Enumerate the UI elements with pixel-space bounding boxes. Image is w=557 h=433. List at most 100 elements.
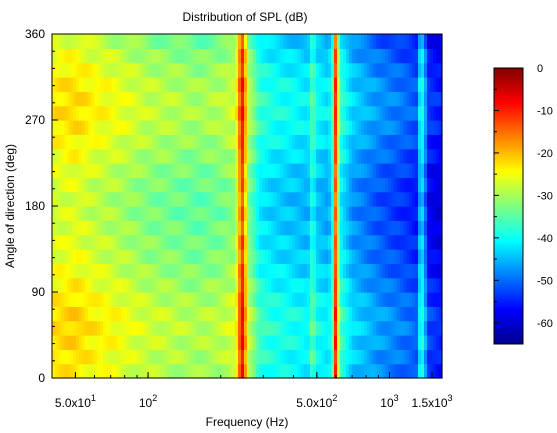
heatmap-cell	[301, 48, 305, 64]
heatmap-cell	[91, 320, 95, 336]
heatmap-cell	[70, 292, 74, 307]
heatmap-cell	[259, 263, 263, 279]
heatmap-cell	[307, 34, 311, 49]
heatmap-cell	[76, 48, 80, 64]
heatmap-cell	[175, 220, 179, 236]
heatmap-cell	[385, 163, 389, 178]
heatmap-cell	[412, 263, 416, 279]
heatmap-cell	[331, 34, 335, 49]
heatmap-cell	[277, 62, 281, 78]
heatmap-cell	[346, 263, 350, 279]
heatmap-cell	[91, 220, 95, 236]
heatmap-cell	[241, 306, 245, 322]
heatmap-cell	[382, 320, 386, 336]
heatmap-cell	[232, 48, 236, 64]
heatmap-cell	[121, 206, 125, 221]
heatmap-cell	[394, 62, 398, 78]
heatmap-cell	[334, 220, 338, 236]
heatmap-cell	[259, 306, 263, 322]
heatmap-cell	[226, 62, 230, 78]
heatmap-cell	[307, 234, 311, 250]
heatmap-cell	[73, 105, 77, 121]
heatmap-cell	[352, 105, 356, 121]
heatmap-cell	[88, 191, 92, 207]
heatmap-cell	[250, 277, 254, 293]
heatmap-cell	[103, 148, 107, 164]
heatmap-cell	[343, 62, 347, 78]
heatmap-cell	[421, 163, 425, 178]
heatmap-cell	[271, 62, 275, 78]
heatmap-cell	[361, 177, 365, 193]
heatmap-cell	[76, 34, 80, 49]
heatmap-cell	[268, 91, 272, 107]
heatmap-cell	[274, 34, 278, 49]
heatmap-cell	[82, 134, 86, 150]
heatmap-cell	[229, 306, 233, 322]
heatmap-cell	[418, 234, 422, 250]
heatmap-cell	[325, 77, 329, 92]
heatmap-cell	[130, 292, 134, 307]
heatmap-cell	[133, 277, 137, 293]
heatmap-cell	[292, 191, 296, 207]
heatmap-cell	[100, 148, 104, 164]
heatmap-cell	[247, 62, 251, 78]
heatmap-cell	[283, 177, 287, 193]
heatmap-cell	[55, 335, 59, 350]
heatmap-cell	[106, 335, 110, 350]
heatmap-cell	[223, 163, 227, 178]
heatmap-cell	[139, 292, 143, 307]
heatmap-cell	[388, 306, 392, 322]
heatmap-cell	[211, 349, 215, 365]
heatmap-cell	[223, 277, 227, 293]
heatmap-cell	[427, 206, 431, 221]
heatmap-cell	[91, 105, 95, 121]
heatmap-cell	[262, 191, 266, 207]
heatmap-cell	[283, 263, 287, 279]
heatmap-cell	[370, 120, 374, 135]
heatmap-cell	[184, 48, 188, 64]
heatmap-cell	[232, 91, 236, 107]
heatmap-cell	[226, 134, 230, 150]
heatmap-cell	[331, 220, 335, 236]
heatmap-cell	[313, 120, 317, 135]
heatmap-cell	[232, 163, 236, 178]
heatmap-cell	[172, 163, 176, 178]
heatmap-cell	[298, 292, 302, 307]
heatmap-cell	[316, 91, 320, 107]
heatmap-cell	[58, 34, 62, 49]
heatmap-cell	[196, 163, 200, 178]
heatmap-cell	[232, 320, 236, 336]
heatmap-cell	[211, 306, 215, 322]
heatmap-cell	[76, 105, 80, 121]
heatmap-cell	[127, 349, 131, 365]
heatmap-cell	[52, 335, 56, 350]
heatmap-cell	[406, 91, 410, 107]
heatmap-cell	[70, 263, 74, 279]
colorbar-tick-label: -10	[537, 105, 553, 117]
heatmap-cell	[439, 335, 443, 350]
heatmap-cell	[265, 363, 269, 379]
heatmap-cell	[382, 77, 386, 92]
heatmap-cell	[265, 206, 269, 221]
heatmap-cell	[214, 148, 218, 164]
heatmap-cell	[277, 234, 281, 250]
heatmap-cell	[271, 77, 275, 92]
heatmap-cell	[244, 349, 248, 365]
heatmap-cell	[391, 363, 395, 379]
heatmap-cell	[322, 349, 326, 365]
heatmap-cell	[157, 234, 161, 250]
heatmap-cell	[223, 249, 227, 264]
heatmap-cell	[124, 134, 128, 150]
heatmap-cell	[358, 177, 362, 193]
heatmap-cell	[337, 91, 341, 107]
heatmap-cell	[334, 249, 338, 264]
heatmap-cell	[208, 191, 212, 207]
heatmap-cell	[85, 306, 89, 322]
heatmap-cell	[226, 91, 230, 107]
heatmap-cell	[358, 191, 362, 207]
heatmap-cell	[397, 206, 401, 221]
heatmap-cell	[115, 220, 119, 236]
heatmap-cell	[88, 206, 92, 221]
heatmap-cell	[109, 191, 113, 207]
heatmap-cell	[394, 234, 398, 250]
